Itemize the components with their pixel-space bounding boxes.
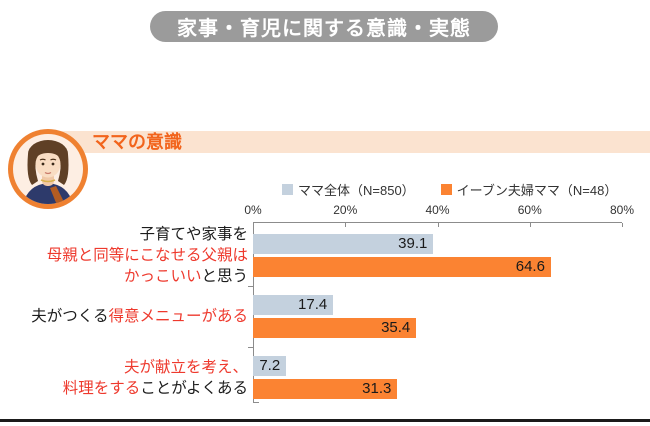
bar-even-couple-mamas: 64.6 bbox=[253, 257, 551, 277]
legend-swatch bbox=[440, 184, 452, 195]
category-label-line: かっこいいと思う bbox=[0, 266, 248, 287]
bottom-border-line bbox=[0, 419, 650, 422]
category-label-line: 夫がつくる得意メニューがある bbox=[0, 306, 248, 327]
category-label-line: 夫が献立を考え、 bbox=[0, 357, 248, 378]
mama-avatar bbox=[7, 128, 89, 210]
axis-tick-label: 20% bbox=[333, 203, 358, 217]
legend-label: イーブン夫婦ママ（N=48） bbox=[456, 183, 618, 198]
category-label: 夫がつくる得意メニューがある bbox=[0, 306, 248, 327]
category-label-emphasis: 母親と同等にこなせる父親は bbox=[46, 247, 248, 264]
axis-tick bbox=[437, 223, 439, 227]
category-divider-tick bbox=[248, 286, 253, 287]
bar-all-mamas: 17.4 bbox=[253, 295, 334, 315]
axis-tick-label: 60% bbox=[517, 203, 542, 217]
axis-baseline bbox=[253, 222, 622, 223]
header-badge: 家事・育児に関する意識・実態 bbox=[150, 11, 498, 42]
legend-item: ママ全体（N=850） bbox=[282, 180, 415, 199]
category-label: 夫が献立を考え、料理をすることがよくある bbox=[0, 357, 248, 399]
bar-even-couple-mamas: 35.4 bbox=[253, 318, 417, 338]
legend-label: ママ全体（N=850） bbox=[298, 183, 415, 198]
axis-tick bbox=[529, 223, 531, 227]
category-label: 子育てや家事を母親と同等にこなせる父親はかっこいいと思う bbox=[0, 224, 248, 287]
axis-foot-tick bbox=[253, 402, 259, 403]
category-label-emphasis: 得意メニューがある bbox=[108, 308, 248, 325]
category-label-line: 子育てや家事を bbox=[0, 224, 248, 245]
category-label-text: ことがよくある bbox=[140, 379, 248, 397]
axis-tick bbox=[345, 223, 347, 227]
bar-value-label: 7.2 bbox=[259, 357, 281, 374]
category-label-emphasis: 夫が献立を考え、 bbox=[123, 358, 248, 376]
bar-value-label: 39.1 bbox=[398, 235, 428, 252]
section-title-bar: ママの意識 bbox=[40, 131, 650, 153]
bar-value-label: 31.3 bbox=[362, 380, 392, 397]
bar-all-mamas: 39.1 bbox=[253, 234, 434, 254]
category-divider-tick bbox=[248, 347, 253, 348]
axis-tick-label: 80% bbox=[609, 203, 635, 217]
category-label-text: 子育てや家事を bbox=[139, 226, 248, 243]
category-label-emphasis: 料理をする bbox=[62, 379, 141, 397]
category-label-emphasis: かっこいい bbox=[123, 268, 202, 285]
bar-all-mamas: 7.2 bbox=[253, 356, 287, 376]
bar-value-label: 35.4 bbox=[381, 319, 411, 336]
axis-tick-label: 40% bbox=[425, 203, 450, 217]
category-label-text: と思う bbox=[201, 268, 248, 285]
category-label-line: 料理をすることがよくある bbox=[0, 378, 248, 399]
bar-value-label: 17.4 bbox=[298, 296, 328, 313]
section-title: ママの意識 bbox=[92, 132, 182, 152]
legend-item: イーブン夫婦ママ（N=48） bbox=[440, 180, 618, 199]
chart-legend: ママ全体（N=850） イーブン夫婦ママ（N=48） bbox=[282, 180, 617, 199]
header-badge-text: 家事・育児に関する意識・実態 bbox=[177, 18, 471, 40]
legend-swatch bbox=[282, 184, 293, 195]
mama-avatar-illustration bbox=[8, 129, 88, 209]
bar-value-label: 64.6 bbox=[515, 258, 545, 275]
axis-tick bbox=[622, 223, 623, 227]
category-label-text: 夫がつくる bbox=[31, 308, 109, 325]
bar-even-couple-mamas: 31.3 bbox=[253, 379, 398, 399]
axis-tick-label: 0% bbox=[244, 203, 262, 217]
category-label-line: 母親と同等にこなせる父親は bbox=[0, 245, 248, 266]
